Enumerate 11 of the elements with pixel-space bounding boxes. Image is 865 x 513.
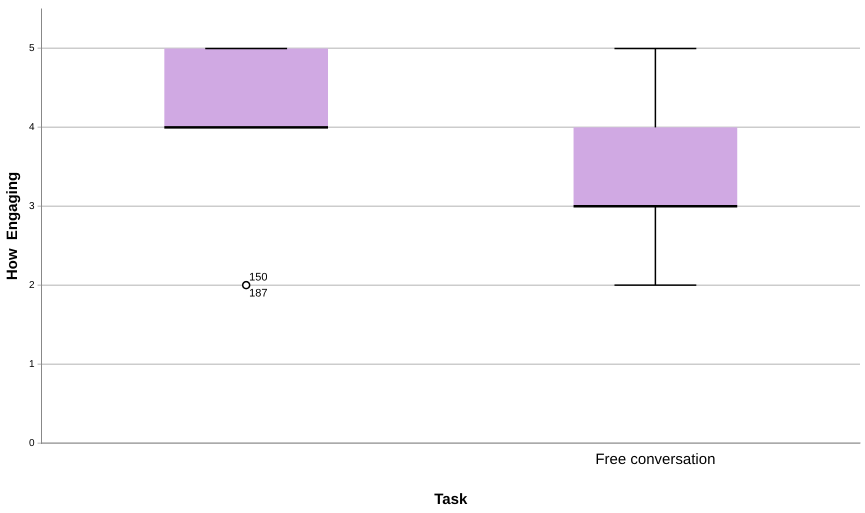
annotation: 150 xyxy=(249,272,268,284)
y-axis-title: How Engaging xyxy=(4,172,22,280)
y-tick-label: 0 xyxy=(29,438,35,449)
y-tick-label: 3 xyxy=(29,201,35,212)
x-axis-title: Task xyxy=(434,491,468,508)
y-tick-label: 5 xyxy=(29,43,35,54)
annotation: 187 xyxy=(249,288,268,300)
y-tick-label: 4 xyxy=(29,122,35,134)
x-tick-label: Free conversation xyxy=(595,451,716,468)
y-tick-label: 2 xyxy=(29,280,35,291)
y-tick-label: 1 xyxy=(29,358,35,370)
